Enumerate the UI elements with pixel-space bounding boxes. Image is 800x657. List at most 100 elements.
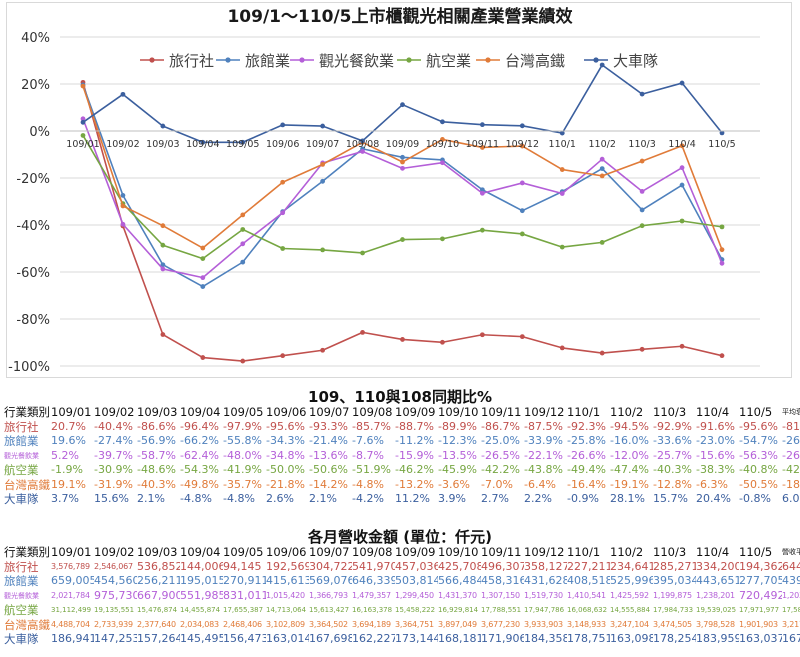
data-point (160, 223, 166, 229)
table-cell: -33.6% (653, 434, 692, 447)
table-row: 旅館業 19.6% -27.4% -56.9% -66.2% -55.8% -34.3% -2… (4, 434, 800, 449)
table-cell: -35.7% (223, 477, 262, 491)
table-cell: -50.6% (309, 463, 348, 476)
table-cell: 15,458,222 (395, 606, 436, 614)
table-cell: 3,933,903 (524, 619, 563, 629)
table-cell: 2.7% (481, 492, 509, 505)
x-tick-label: 109/06 (266, 139, 299, 150)
series-line (82, 84, 723, 288)
data-point (639, 188, 645, 194)
table-cell: 3,217,941 (782, 619, 800, 629)
table-cell: 19,539,025 (696, 606, 737, 614)
table-cell: -48.0% (223, 448, 262, 462)
x-tick-label: 109/08 (346, 139, 379, 150)
data-point (599, 350, 605, 356)
table-cell: 334,200 (696, 559, 739, 573)
table-cell: -91.6% (696, 419, 735, 433)
table-cell: -86.6% (137, 419, 176, 433)
table-cell: 19.6% (51, 434, 86, 447)
data-point (280, 246, 286, 251)
table2-title: 各月營收金額 (單位：仟元) (308, 528, 492, 546)
table-cell: -26.6% (567, 448, 606, 462)
data-point (360, 138, 365, 144)
data-point (479, 122, 485, 128)
row-label: 旅行社 (4, 419, 39, 434)
table-cell: 3,148,933 (567, 619, 606, 629)
header-cell: 110/2 (610, 545, 644, 559)
table-row: 航空業 -1.9% -30.9% -48.6% -54.3% -41.9% -50.0% -5… (4, 463, 800, 478)
table-cell: -40.3% (653, 463, 692, 476)
data-point (320, 178, 326, 184)
data-point (479, 227, 485, 233)
table-cell: 168,181 (438, 632, 481, 645)
table-cell: -12.0% (610, 448, 649, 462)
header-cell: 110/4 (696, 405, 730, 419)
table-cell: 439,875 (782, 574, 800, 587)
table-cell: -25.8% (567, 434, 606, 447)
table-cell: -25.0% (481, 434, 520, 447)
header-cell: 110/3 (653, 405, 687, 419)
table-cell: -3.6% (438, 477, 470, 491)
table-cell: 831,011 (223, 588, 266, 602)
legend-marker (149, 57, 155, 63)
header-cell: 110/1 (567, 545, 601, 559)
table-cell: -85.7% (352, 419, 391, 433)
data-point (200, 245, 206, 251)
table-cell: -51.9% (352, 463, 391, 476)
x-tick-label: 109/11 (466, 139, 499, 150)
table-cell: 443,651 (696, 574, 739, 587)
table-cell: 11.2% (395, 492, 430, 505)
data-point (360, 329, 365, 335)
header-cell: 110/5 (739, 405, 773, 419)
table-cell: 2,021,784 (51, 590, 90, 600)
header-cell: 行業類別 (4, 545, 50, 559)
data-point (479, 190, 485, 196)
series-2 (80, 82, 725, 289)
y-tick-label: -60% (16, 266, 50, 281)
data-point (280, 122, 286, 128)
table-cell: -50.5% (739, 477, 778, 491)
legend-label: 旅行社 (169, 52, 214, 70)
table-cell: 17,947,786 (524, 606, 565, 614)
axis-layer: 40% 20% 0% -20% -40% -60% -80% -100% 109/01 109/0… (8, 31, 760, 375)
legend-item: 台灣高鐵 (476, 52, 565, 70)
data-point (240, 139, 246, 145)
table-cell: 194,362 (739, 559, 782, 573)
data-point (559, 345, 565, 351)
legend-label: 航空業 (426, 52, 471, 70)
data-point (120, 192, 126, 198)
data-point (440, 236, 445, 242)
data-point (160, 242, 166, 248)
x-tick-label: 110/3 (628, 139, 655, 150)
table-header-row: 行業類別 109/01 109/02 109/03 109/04 109/05 109/06… (4, 545, 800, 560)
data-point (240, 227, 246, 232)
header-cell: 109/09 (395, 545, 436, 559)
table-cell: -54.3% (180, 463, 219, 476)
table-cell: 458,316 (481, 574, 524, 587)
data-point (599, 173, 605, 179)
data-point (400, 165, 405, 171)
table-cell: 14,555,884 (610, 606, 651, 614)
table-cell: 358,127 (524, 559, 567, 573)
data-point (120, 203, 126, 209)
header-cell: 110/5 (739, 545, 773, 559)
table-cell: -95.6% (266, 419, 305, 433)
table-cell: 16,068,632 (567, 606, 608, 614)
header-cell: 109/07 (309, 545, 350, 559)
legend-marker (593, 57, 599, 63)
table-cell: 17,788,551 (481, 606, 522, 614)
legend-item: 旅行社 (140, 52, 214, 70)
data-point (160, 123, 166, 129)
x-tick-label: 109/12 (506, 139, 539, 150)
header-cell: 109/02 (94, 405, 135, 419)
series-1 (80, 79, 725, 364)
header-cell: 109/06 (266, 405, 307, 419)
table-cell: -18.9% (782, 477, 800, 491)
chart-frame (6, 2, 792, 378)
table-cell: 167,698 (309, 632, 352, 645)
data-point (559, 167, 565, 172)
legend: 旅行社 旅館業 觀光餐飲業 航空業 台灣高鐵 大車隊 (140, 52, 658, 70)
data-point (559, 130, 565, 136)
table-cell: 1,307,150 (481, 590, 520, 600)
table-cell: 234,641 (610, 559, 653, 573)
